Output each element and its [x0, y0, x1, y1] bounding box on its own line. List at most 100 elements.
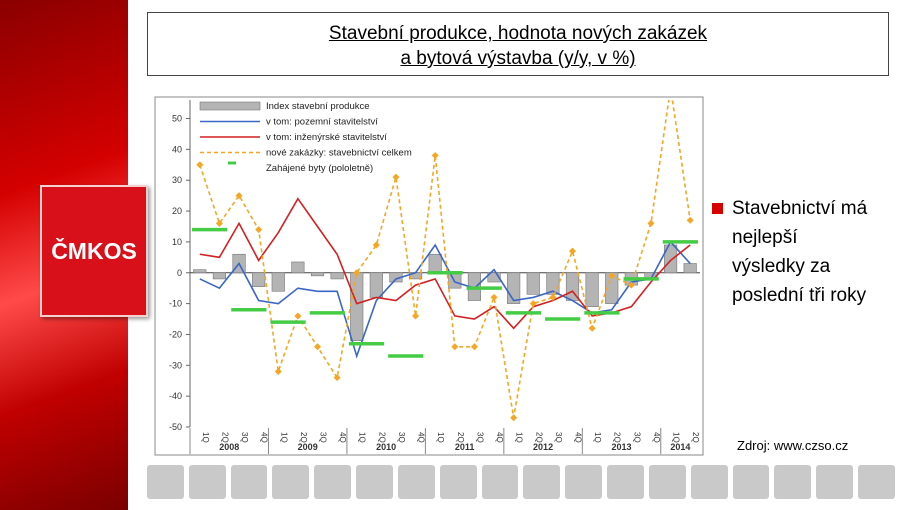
x-tick-label: 2Q: [613, 432, 622, 443]
partner-logo: [481, 465, 519, 499]
marker: [627, 281, 635, 289]
y-tick-label: -30: [169, 360, 182, 370]
bar: [487, 272, 501, 283]
title-line: Stavební produkce, hodnota nových zakáze…: [328, 23, 708, 44]
bar: [428, 253, 442, 274]
x-tick-label: 1Q: [672, 432, 681, 443]
bar: [369, 272, 383, 298]
legend: Index stavební produkce v tom: pozemní st…: [199, 101, 412, 174]
bar: [212, 272, 226, 280]
x-tick-label: 4Q: [338, 432, 347, 443]
marker: [294, 312, 302, 320]
legend-label: v tom: inženýrské stavitelství: [266, 132, 387, 143]
x-tick-label: 3Q: [554, 432, 563, 443]
x-tick-label: 1Q: [358, 432, 367, 443]
partner-logo: [858, 465, 895, 499]
partner-logos: [147, 465, 895, 499]
bullet-line: Stavebnictví má: [732, 198, 868, 219]
marker: [569, 247, 576, 255]
legend-label: nové zakázky: stavebnictví celkem: [266, 148, 412, 159]
y-tick-label: 10: [172, 237, 182, 247]
year-label: 2014: [670, 442, 690, 452]
x-tick-label: 1Q: [201, 432, 210, 443]
marker: [314, 343, 321, 351]
partner-logo: [147, 465, 184, 499]
x-tick-label: 3Q: [632, 432, 641, 443]
marker: [215, 219, 223, 227]
marker: [686, 216, 694, 224]
partner-logo: [732, 465, 770, 499]
x-tick-label: 4Q: [417, 432, 426, 443]
legend-swatch: [199, 101, 261, 111]
marker: [529, 300, 537, 308]
y-tick-label: -40: [169, 391, 182, 401]
marker: [235, 192, 243, 200]
source: Zdroj: www.czso.cz: [737, 438, 849, 453]
year-label: 2010: [376, 442, 396, 452]
bar: [585, 272, 599, 307]
partner-logo: [774, 465, 812, 499]
bullet: Stavebnictví má nejlepší výsledky za pos…: [712, 194, 867, 310]
bar: [683, 263, 697, 274]
x-tick-label: 2Q: [299, 432, 308, 443]
bar: [350, 272, 364, 341]
partner-logo: [439, 465, 477, 499]
bullet-line: poslední tři roky: [732, 285, 867, 306]
line: [199, 100, 691, 418]
x-tick-label: 3Q: [475, 432, 484, 443]
marker: [549, 293, 557, 301]
x-tick-label: 1Q: [593, 432, 602, 443]
marker: [451, 343, 459, 351]
partner-logo: [648, 465, 686, 499]
marker: [647, 219, 655, 227]
year-label: 2011: [455, 442, 475, 452]
partner-logo: [607, 465, 644, 499]
plot: [192, 100, 698, 422]
bar: [291, 261, 305, 274]
logo: ČMKOS: [40, 185, 148, 317]
bullet-line: nejlepší: [732, 227, 798, 248]
y-tick-label: 40: [172, 144, 182, 154]
x-tick-label: 2Q: [377, 432, 386, 443]
marker: [470, 343, 478, 351]
partner-logo: [690, 465, 728, 499]
marker: [490, 293, 498, 301]
year-label: 2013: [612, 442, 632, 452]
marker: [372, 241, 380, 249]
marker: [333, 374, 341, 382]
bar: [330, 272, 344, 280]
bullet-marker: [712, 203, 723, 214]
x-tick-label: 3Q: [397, 432, 406, 443]
marker: [255, 226, 263, 234]
legend-label: Zahájené byty (pololetně): [266, 163, 373, 174]
bar: [252, 272, 266, 287]
marker: [510, 414, 518, 422]
x-tick-label: 1Q: [515, 432, 524, 443]
partner-logo: [188, 465, 226, 499]
partner-logo: [816, 465, 854, 499]
partner-logo: [565, 465, 603, 499]
partner-logo: [356, 465, 393, 499]
marker: [392, 173, 400, 181]
y-tick-label: 30: [172, 175, 182, 185]
x-tick-label: 4Q: [652, 432, 661, 443]
x-tick-label: 4Q: [260, 432, 269, 443]
x-tick-label: 2Q: [534, 432, 543, 443]
x-tick-label: 1Q: [279, 432, 288, 443]
x-tick-label: 1Q: [436, 432, 445, 443]
y-tick-label: -10: [169, 299, 182, 309]
partner-logo: [272, 465, 310, 499]
bar: [507, 272, 521, 304]
partner-logo: [314, 465, 352, 499]
bar: [271, 272, 285, 292]
marker: [412, 312, 420, 320]
x-tick-label: 4Q: [495, 432, 504, 443]
marker: [353, 269, 361, 277]
title-line: a bytová výstavba (y/y, v %): [400, 48, 636, 69]
year-label: 2012: [533, 442, 553, 452]
year-label: 2009: [298, 442, 318, 452]
chart-frame: [154, 96, 704, 456]
bar: [193, 269, 207, 274]
